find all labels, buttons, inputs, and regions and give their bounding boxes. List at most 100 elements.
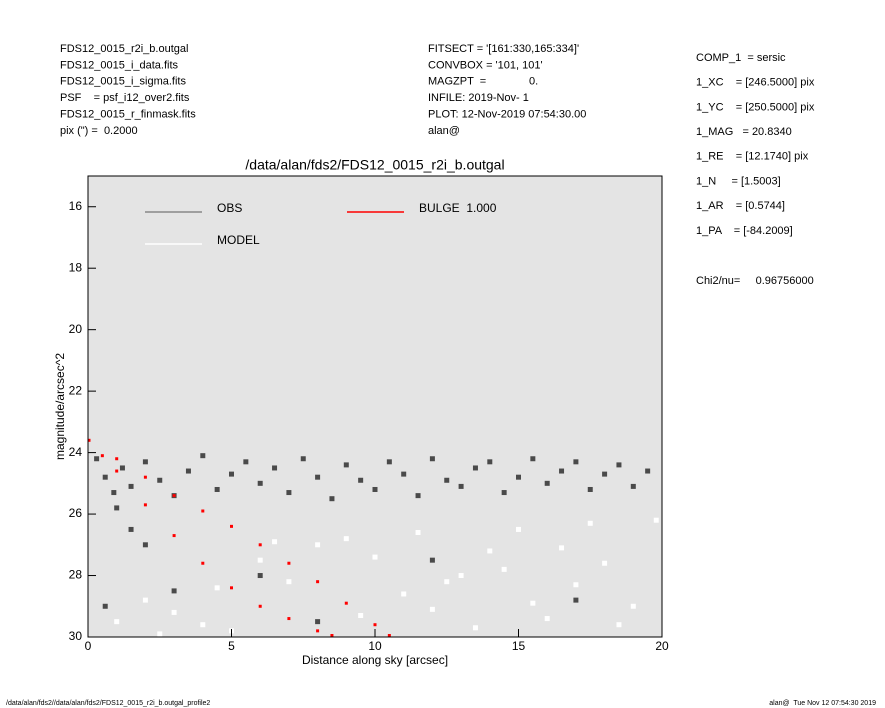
data-point (200, 453, 206, 459)
data-point (573, 582, 579, 588)
data-point (372, 486, 378, 492)
header-left-line: pix (") = 0.2000 (60, 125, 138, 137)
data-point (344, 601, 348, 605)
x-tick-label: 20 (655, 639, 669, 653)
legend-label: OBS (217, 201, 242, 215)
header-left-line: FDS12_0015_r2i_b.outgal (60, 43, 188, 55)
data-point (387, 634, 391, 637)
y-tick-label: 16 (69, 199, 83, 213)
data-point (171, 609, 177, 615)
data-point (287, 617, 291, 621)
data-point (472, 465, 478, 471)
data-point (444, 579, 450, 585)
header-left-line: FDS12_0015_i_data.fits (60, 59, 179, 71)
y-tick-label: 18 (69, 260, 83, 274)
data-point (429, 606, 435, 612)
y-tick-label: 28 (69, 568, 83, 582)
data-point (286, 579, 292, 585)
y-tick-label: 22 (69, 383, 83, 397)
data-point (444, 477, 450, 483)
data-point (171, 588, 177, 594)
data-point (102, 603, 108, 609)
data-point (258, 604, 262, 608)
data-point (401, 471, 407, 477)
data-point (645, 468, 651, 474)
data-point (358, 477, 364, 483)
data-point (516, 474, 521, 480)
data-point (602, 560, 608, 566)
data-point (559, 468, 565, 474)
y-tick-label: 30 (69, 629, 83, 643)
data-point (315, 474, 321, 480)
x-tick-label: 5 (228, 639, 235, 653)
data-point (487, 548, 493, 554)
fit-parameter: 1_RE = [12.1740] pix (696, 151, 809, 163)
data-point (544, 616, 550, 622)
legend-label: BULGE 1.000 (419, 201, 497, 215)
data-point (128, 526, 134, 532)
data-point (602, 471, 608, 477)
y-tick-label: 24 (69, 445, 83, 459)
header-left-line: FDS12_0015_i_sigma.fits (60, 76, 186, 88)
data-point (372, 554, 378, 560)
data-point (111, 490, 117, 496)
data-point (386, 459, 392, 465)
data-point (458, 483, 464, 489)
header-left-line: PSF = psf_i12_over2.fits (60, 92, 190, 104)
data-point (530, 456, 536, 462)
data-point (573, 459, 579, 465)
data-point (330, 634, 334, 637)
data-point (573, 597, 579, 603)
data-point (272, 465, 278, 471)
fit-parameter: 1_YC = [250.5000] pix (696, 101, 815, 113)
header-middle-line: FITSECT = '[161:330,165:334]' (428, 43, 579, 55)
data-point (185, 468, 191, 474)
data-point (257, 573, 263, 579)
data-point (630, 603, 636, 609)
data-point (102, 474, 108, 480)
data-point (415, 530, 421, 536)
data-point (119, 465, 125, 471)
data-point (172, 494, 176, 498)
data-point (516, 526, 521, 532)
legend-label: MODEL (217, 233, 260, 247)
data-point (172, 534, 176, 538)
x-tick-label: 15 (512, 639, 526, 653)
data-point (343, 536, 349, 542)
plot-background (88, 176, 662, 637)
data-point (114, 505, 120, 511)
data-point (257, 480, 263, 486)
data-point (458, 573, 464, 579)
data-point (230, 586, 233, 590)
data-point (315, 619, 321, 625)
data-point (229, 471, 234, 477)
data-point (114, 619, 120, 625)
data-point (358, 612, 364, 618)
header-left-line: FDS12_0015_r_finmask.fits (60, 109, 196, 121)
x-tick-label: 10 (368, 639, 382, 653)
fit-parameter: 1_N = [1.5003] (696, 175, 781, 187)
data-point (287, 561, 291, 565)
data-point (257, 557, 263, 563)
data-point (559, 545, 565, 551)
data-point (300, 456, 306, 462)
data-point (316, 629, 320, 633)
data-point (143, 475, 147, 479)
data-point (630, 483, 636, 489)
x-axis-label: Distance along sky [arcsec] (302, 653, 448, 667)
data-point (429, 456, 435, 462)
data-point (286, 490, 292, 496)
data-point (94, 456, 100, 462)
data-point (472, 625, 478, 631)
header-middle-line: MAGZPT = 0. (428, 76, 538, 88)
header-middle-line: alan@ (428, 125, 460, 137)
data-point (143, 503, 147, 507)
data-point (501, 490, 507, 496)
data-point (429, 557, 435, 563)
data-point (87, 438, 91, 442)
fit-parameter: 1_MAG = 20.8340 (696, 126, 792, 138)
fit-parameter: COMP_1 = sersic (696, 52, 786, 64)
data-point (115, 457, 119, 461)
data-point (373, 623, 377, 627)
